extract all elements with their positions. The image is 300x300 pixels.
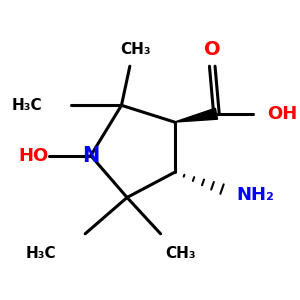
Text: CH₃: CH₃ — [165, 246, 195, 261]
Text: O: O — [204, 40, 220, 59]
Text: OH: OH — [267, 105, 297, 123]
Text: H₃C: H₃C — [25, 246, 56, 261]
Text: N: N — [82, 146, 99, 166]
Text: CH₃: CH₃ — [120, 42, 151, 57]
Text: HO: HO — [18, 147, 48, 165]
Polygon shape — [175, 108, 218, 122]
Text: NH₂: NH₂ — [236, 186, 274, 204]
Text: H₃C: H₃C — [11, 98, 42, 113]
